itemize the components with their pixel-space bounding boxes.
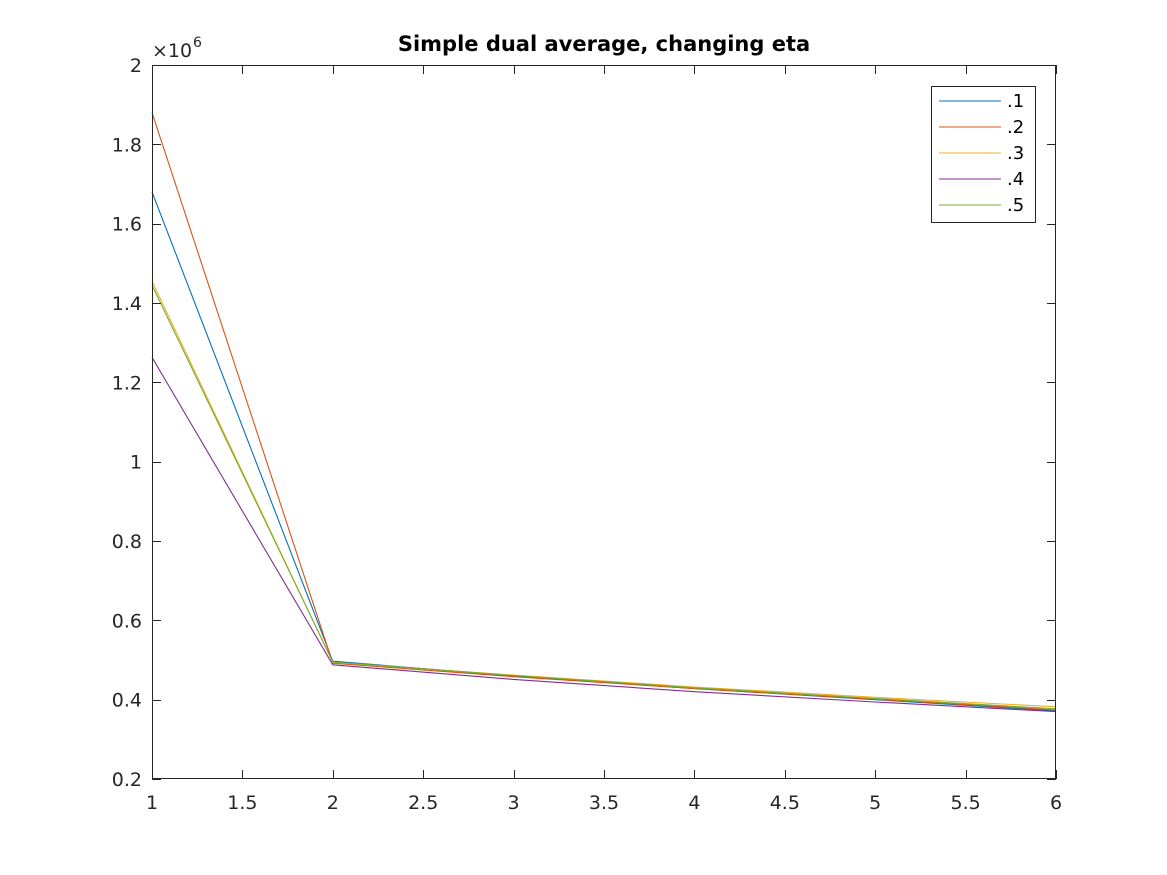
- legend: .1 .2 .3 .4 .5: [931, 86, 1036, 223]
- x-tick-label: 1.5: [227, 792, 257, 814]
- legend-label-1: .1: [1007, 91, 1024, 112]
- legend-label-5: .5: [1007, 195, 1024, 216]
- legend-label-3: .3: [1007, 143, 1024, 164]
- x-tick-label: 2: [327, 792, 339, 814]
- y-tick-label: 0.4: [112, 690, 142, 712]
- ticks-group: 1 1.5 2 2.5 3 3.5 4 4.5 5 5.5 60.20.40.60.811.21.4…: [112, 55, 1062, 814]
- x-tick-label: 4.5: [770, 792, 800, 814]
- series-line-2: [151, 112, 1057, 711]
- x-tick-label: 3: [508, 792, 520, 814]
- y-tick-label: 1.8: [112, 134, 142, 156]
- series-line-4: [151, 357, 1057, 713]
- legend-box: [931, 86, 1036, 223]
- x-tick-label: 1: [146, 792, 158, 814]
- x-tick-label: 3.5: [589, 792, 619, 814]
- y-tick-label: 0.6: [112, 610, 142, 632]
- legend-label-2: .2: [1007, 117, 1024, 138]
- legend-label-4: .4: [1007, 169, 1024, 190]
- plot-area: [152, 65, 1056, 779]
- x-tick-label: 6: [1050, 792, 1062, 814]
- y-tick-label: 0.2: [112, 769, 142, 791]
- y-tick-label: 1.4: [112, 293, 142, 315]
- y-axis-exponent: ×10 6: [152, 35, 202, 62]
- series-line-5: [151, 284, 1057, 710]
- x-tick-label: 5: [869, 792, 881, 814]
- x-tick-label: 5.5: [950, 792, 980, 814]
- x-tick-label: 2.5: [408, 792, 438, 814]
- x-tick-label: 4: [688, 792, 700, 814]
- y-tick-label: 2: [130, 55, 142, 77]
- series-group: [151, 112, 1057, 713]
- y-axis-exponent-power: 6: [193, 35, 202, 51]
- y-tick-label: 1.6: [112, 214, 142, 236]
- y-tick-label: 1: [130, 452, 142, 474]
- y-tick-label: 1.2: [112, 372, 142, 394]
- y-tick-label: 0.8: [112, 531, 142, 553]
- y-axis-exponent-base: ×10: [152, 40, 192, 62]
- chart-title: Simple dual average, changing eta: [398, 32, 810, 56]
